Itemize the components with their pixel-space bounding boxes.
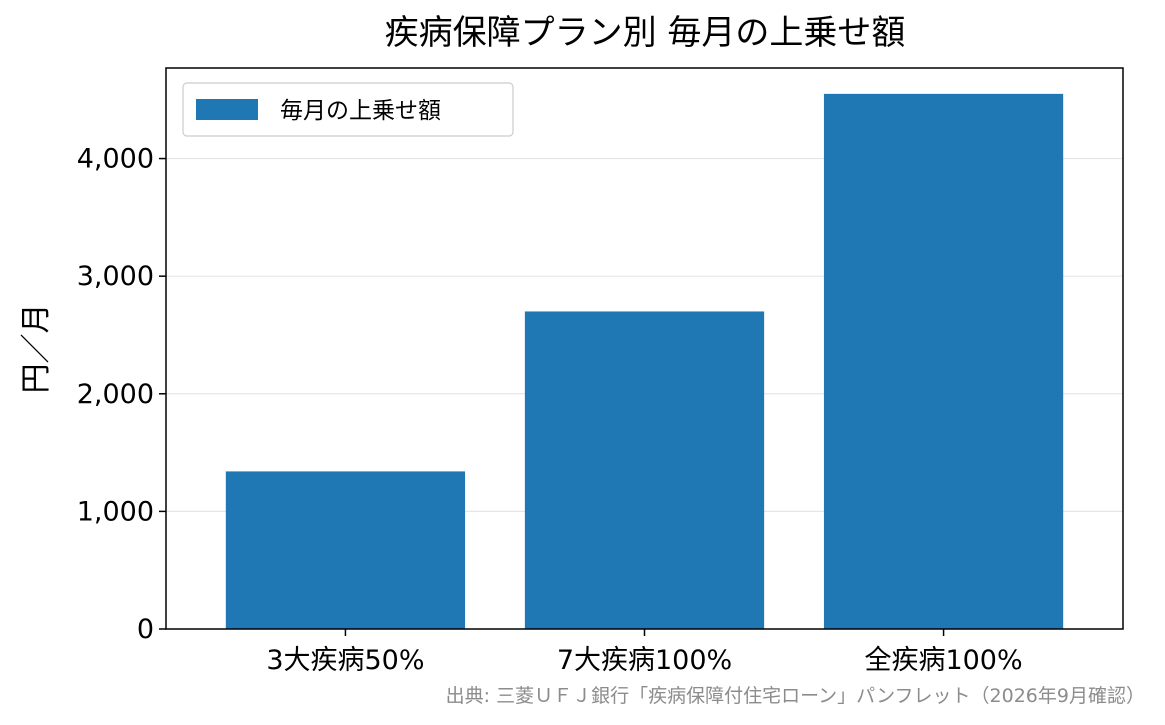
x-axis-ticks: 3大疾病50% 7大疾病100% 全疾病100% — [266, 629, 1023, 676]
bar — [225, 471, 466, 629]
chart-title: 疾病保障プラン別 毎月の上乗せ額 — [385, 13, 906, 53]
y-tick-label: 0 — [137, 614, 154, 645]
source-note: 出典: 三菱ＵＦＪ銀行「疾病保障付住宅ローン」パンフレット（2026年9月確認） — [445, 685, 1145, 707]
y-tick-label: 3,000 — [77, 261, 154, 292]
y-tick-label: 2,000 — [77, 379, 154, 410]
y-axis-label: 円／月 — [19, 304, 54, 394]
legend-swatch — [196, 99, 258, 120]
legend: 毎月の上乗せ額 — [182, 82, 514, 137]
legend-label: 毎月の上乗せ額 — [280, 98, 441, 124]
y-tick-label: 1,000 — [77, 496, 154, 527]
bar — [524, 311, 765, 629]
legend-box — [182, 82, 514, 137]
y-tick-label: 4,000 — [77, 144, 154, 175]
y-axis-ticks: 0 1,000 2,000 3,000 4,000 — [77, 144, 166, 645]
x-tick-label: 全疾病100% — [864, 645, 1022, 676]
x-tick-label: 7大疾病100% — [557, 645, 732, 676]
x-tick-label: 3大疾病50% — [266, 645, 424, 676]
bars — [225, 93, 1064, 630]
bar — [823, 93, 1064, 630]
